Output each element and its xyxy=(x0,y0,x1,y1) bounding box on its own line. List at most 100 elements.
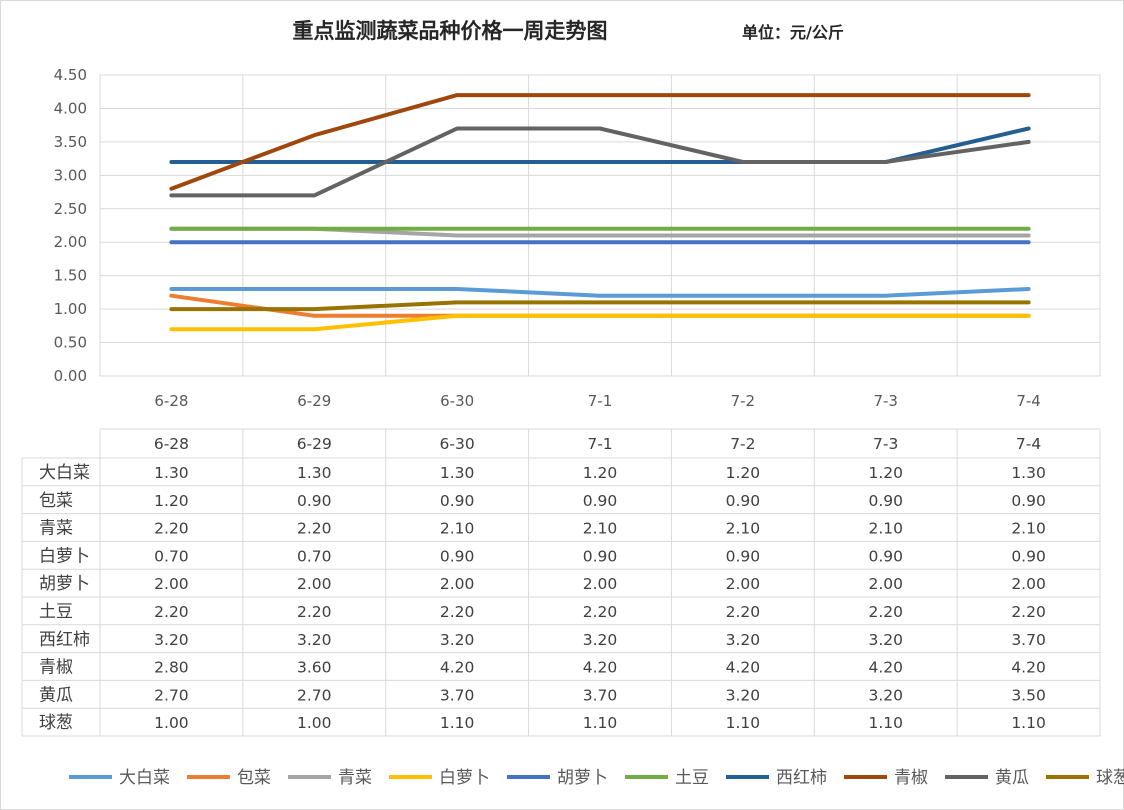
table-cell: 0.90 xyxy=(868,547,903,565)
legend-label: 青菜 xyxy=(338,768,372,788)
table-row-label: 西红柿 xyxy=(39,630,90,650)
table-cell: 1.30 xyxy=(440,464,475,482)
table-cell: 2.20 xyxy=(1011,603,1046,621)
y-tick-label: 1.00 xyxy=(54,300,87,318)
table-cell: 4.20 xyxy=(868,659,903,677)
table-cell: 2.20 xyxy=(297,603,332,621)
data-table: 6-28 6-29 6-30 7-1 7-2 7-3 7-4 大白菜 1.30 1.30 1.30 1… xyxy=(21,428,1101,737)
table-row-label: 黄瓜 xyxy=(39,685,73,705)
table-cell: 0.90 xyxy=(583,492,618,510)
table-cell: 2.10 xyxy=(868,520,903,538)
y-tick-label: 2.00 xyxy=(54,233,87,251)
y-axis-ticks: 0.00 0.50 1.00 1.50 2.00 2.50 3.00 3.50 4.00 4.50 xyxy=(54,66,87,385)
table-cell: 3.70 xyxy=(440,686,475,704)
table-cell: 4.20 xyxy=(440,659,475,677)
legend-item: 土豆 xyxy=(625,768,709,788)
legend-item: 大白菜 xyxy=(69,768,170,788)
table-cell: 2.70 xyxy=(297,686,332,704)
table-cell: 3.20 xyxy=(583,631,618,649)
series-line-包菜 xyxy=(169,293,1031,318)
x-tick-label: 6-29 xyxy=(297,392,331,410)
series-line-球葱 xyxy=(169,300,1031,312)
table-cell: 3.20 xyxy=(440,631,475,649)
table-row-label: 白萝卜 xyxy=(39,546,90,566)
table-row-label: 大白菜 xyxy=(39,463,90,483)
legend-item: 包菜 xyxy=(187,768,271,788)
x-tick-label: 7-3 xyxy=(873,392,898,410)
table-cell: 1.30 xyxy=(297,464,332,482)
table-cell: 1.20 xyxy=(868,464,903,482)
series-line-白萝卜 xyxy=(169,313,1031,332)
table-cell: 3.20 xyxy=(154,631,189,649)
table-header-cell: 6-30 xyxy=(440,435,475,453)
legend-item: 青菜 xyxy=(288,768,372,788)
table-cell: 4.20 xyxy=(583,659,618,677)
y-tick-label: 3.00 xyxy=(54,166,87,184)
table-cell: 3.20 xyxy=(726,631,761,649)
legend: 大白菜 包菜 青菜 白萝卜 胡萝卜 土豆 西红柿 青椒 黄瓜 球葱 xyxy=(69,768,1124,788)
table-cell: 1.10 xyxy=(726,714,761,732)
table-cell: 1.00 xyxy=(154,714,189,732)
legend-label: 西红柿 xyxy=(776,768,827,788)
legend-item: 白萝卜 xyxy=(389,768,490,788)
table-cell: 1.30 xyxy=(154,464,189,482)
table-row-label: 青菜 xyxy=(39,519,73,539)
chart-title: 重点监测蔬菜品种价格一周走势图 xyxy=(293,18,608,43)
legend-label: 黄瓜 xyxy=(995,768,1029,788)
table-cell: 1.00 xyxy=(297,714,332,732)
table-cell: 3.20 xyxy=(726,686,761,704)
table-cell: 2.10 xyxy=(440,520,475,538)
table-header-cell: 7-1 xyxy=(587,435,612,453)
table-cell: 2.20 xyxy=(297,520,332,538)
table-header-cell: 7-3 xyxy=(873,435,898,453)
table-cell: 3.50 xyxy=(1011,686,1046,704)
table-cell: 4.20 xyxy=(726,659,761,677)
table-cell: 0.90 xyxy=(583,547,618,565)
y-tick-label: 4.50 xyxy=(54,66,87,84)
table-cell: 1.10 xyxy=(440,714,475,732)
table-cell: 0.90 xyxy=(297,492,332,510)
table-cell: 2.10 xyxy=(583,520,618,538)
y-tick-label: 0.50 xyxy=(54,334,87,352)
table-cell: 0.90 xyxy=(440,492,475,510)
table-cell: 2.00 xyxy=(440,575,475,593)
legend-item: 西红柿 xyxy=(726,768,827,788)
series-line-大白菜 xyxy=(169,287,1031,298)
series-line-西红柿 xyxy=(169,126,1031,164)
y-tick-label: 3.50 xyxy=(54,133,87,151)
table-cell: 2.00 xyxy=(868,575,903,593)
table-header-cell: 6-29 xyxy=(297,435,332,453)
table-cell: 2.70 xyxy=(154,686,189,704)
legend-label: 青椒 xyxy=(894,768,928,788)
table-cell: 3.70 xyxy=(583,686,618,704)
table-cell: 2.00 xyxy=(154,575,189,593)
table-cell: 2.10 xyxy=(1011,520,1046,538)
x-tick-label: 7-4 xyxy=(1016,392,1041,410)
table-cell: 3.20 xyxy=(868,631,903,649)
table-cell: 2.00 xyxy=(583,575,618,593)
table-row-label: 胡萝卜 xyxy=(39,574,90,594)
table-cell: 0.90 xyxy=(726,492,761,510)
table-cell: 2.20 xyxy=(726,603,761,621)
table-cell: 2.00 xyxy=(297,575,332,593)
table-cell: 1.20 xyxy=(154,492,189,510)
legend-label: 包菜 xyxy=(237,768,271,788)
table-cell: 3.20 xyxy=(297,631,332,649)
unit-label: 单位：元/公斤 xyxy=(742,23,844,42)
y-tick-label: 2.50 xyxy=(54,200,87,218)
legend-label: 球葱 xyxy=(1096,768,1124,788)
table-header-cell: 7-2 xyxy=(730,435,755,453)
table-cell: 0.90 xyxy=(440,547,475,565)
table-cell: 0.90 xyxy=(868,492,903,510)
table-cell: 0.90 xyxy=(1011,547,1046,565)
table-cell: 3.70 xyxy=(1011,631,1046,649)
table-cell: 2.20 xyxy=(440,603,475,621)
legend-item: 黄瓜 xyxy=(945,768,1029,788)
legend-item: 青椒 xyxy=(844,768,928,788)
table-cell: 2.10 xyxy=(726,520,761,538)
table-cell: 3.60 xyxy=(297,659,332,677)
table-cell: 3.20 xyxy=(868,686,903,704)
x-tick-label: 7-2 xyxy=(731,392,756,410)
table-row-label: 球葱 xyxy=(39,713,73,733)
